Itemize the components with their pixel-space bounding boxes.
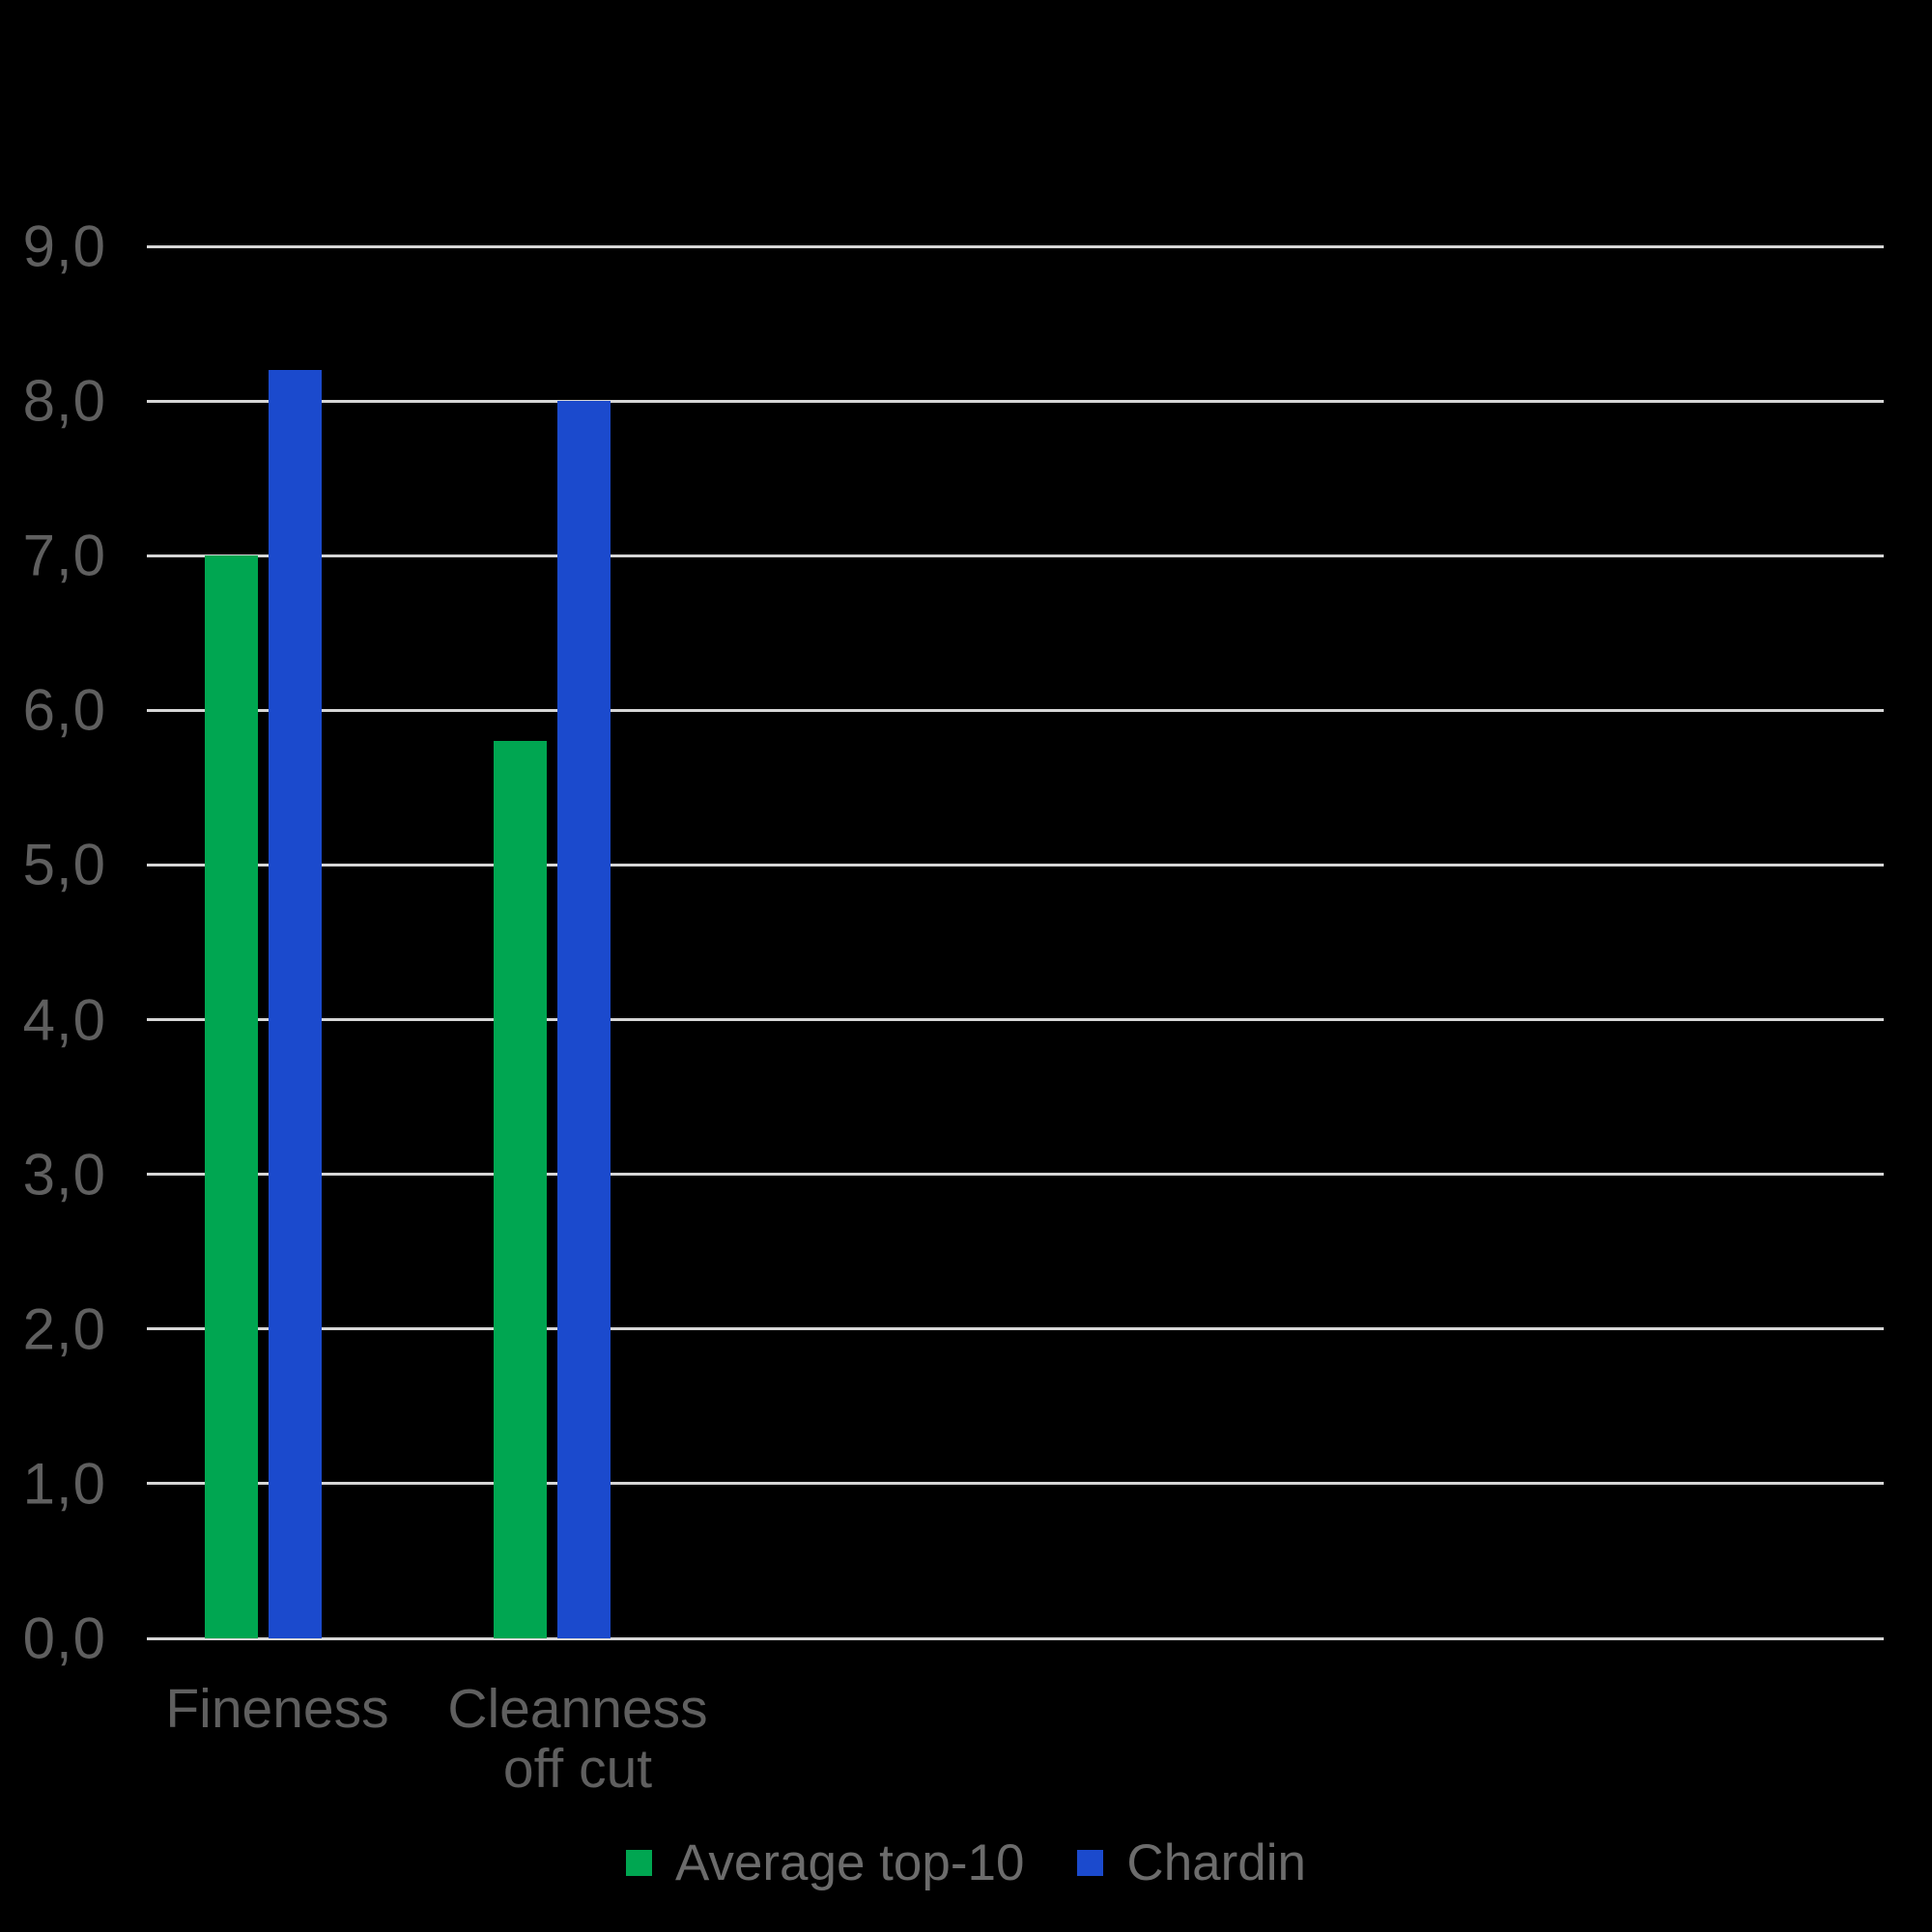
gridline [147,1173,1884,1177]
y-axis-tick-label: 6,0 [22,677,106,743]
gridline [147,244,1884,248]
gridline [147,554,1884,557]
y-axis-tick-label: 5,0 [22,832,106,897]
legend-swatch-chardin [1077,1850,1104,1876]
y-axis-tick-label: 3,0 [22,1142,106,1208]
legend-label: Chardin [1126,1834,1307,1891]
legend: Average top-10 Chardin [0,1833,1932,1892]
gridline [147,863,1884,867]
legend-swatch-average-top-10 [625,1850,652,1876]
gridline [147,399,1884,403]
y-axis-tick-label: 1,0 [22,1451,106,1517]
legend-item-chardin: Chardin [1077,1833,1306,1892]
gridline [147,1327,1884,1331]
gridline [147,1482,1884,1486]
legend-item-average-top-10: Average top-10 [625,1833,1025,1892]
legend-label: Average top-10 [674,1834,1025,1891]
gridline [147,1018,1884,1022]
bar-chardin-cleanness-off-cut [556,401,611,1638]
y-axis-tick-label: 8,0 [22,368,106,434]
category-label-fineness: Fineness [165,1678,389,1740]
bar-average-top-10-cleanness-off-cut [493,741,547,1638]
gridline [147,708,1884,712]
y-axis-tick-label: 7,0 [22,523,106,588]
x-axis-line [147,1636,1884,1640]
category-label-cleanness-off-cut: Cleanness off cut [447,1678,708,1800]
y-axis-tick-label: 9,0 [22,213,106,279]
y-axis-tick-label: 4,0 [22,987,106,1053]
y-axis-tick-label: 0,0 [22,1605,106,1671]
bar-average-top-10-fineness [204,555,258,1638]
bar-chardin-fineness [268,370,322,1638]
y-axis-tick-label: 2,0 [22,1296,106,1362]
